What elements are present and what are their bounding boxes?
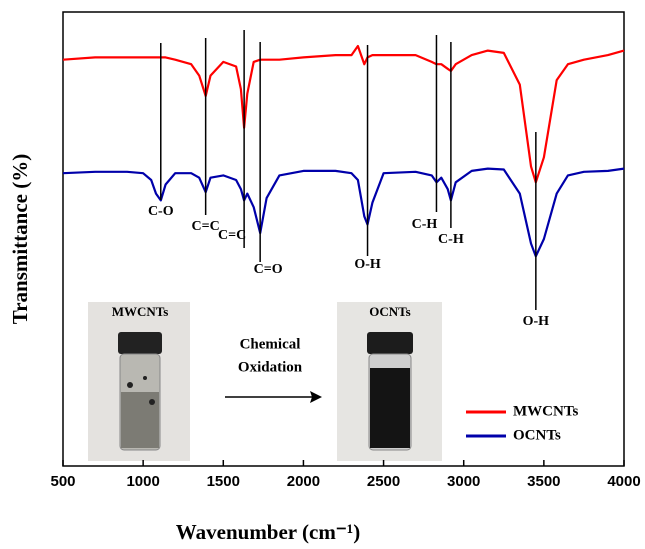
x-tick-label: 2000: [287, 473, 320, 490]
legend-label: MWCNTs: [513, 403, 578, 419]
annotation-label: O-H: [523, 314, 550, 329]
annotation-label: C=C: [192, 219, 220, 234]
photo-mwcnts: [88, 302, 190, 461]
x-tick-label: 1000: [126, 473, 159, 490]
photo-ocnts: [337, 302, 442, 461]
annotation-label: C-H: [438, 232, 464, 247]
x-tick-label: 2500: [367, 473, 400, 490]
legend-label: OCNTs: [513, 427, 561, 443]
inset-label: OCNTs: [369, 304, 410, 319]
x-tick-label: 4000: [607, 473, 640, 490]
arrow-label: Oxidation: [238, 359, 303, 375]
arrow-label: Chemical: [240, 336, 301, 352]
series-line: [62, 167, 625, 258]
annotation-label: C=O: [254, 262, 283, 277]
annotation-label: C=C: [218, 228, 246, 243]
inset-label: MWCNTs: [112, 304, 169, 319]
annotation-label: C-O: [148, 204, 174, 219]
x-tick-label: 1500: [207, 473, 240, 490]
annotation-label: O-H: [354, 257, 381, 272]
x-tick-label: 500: [50, 473, 75, 490]
arrow-head: [310, 391, 322, 403]
series-line: [62, 44, 625, 184]
x-tick-label: 3500: [527, 473, 560, 490]
annotation-label: C-H: [412, 217, 438, 232]
plot-frame: [62, 11, 625, 467]
x-axis-label: Wavenumber (cm⁻¹): [176, 520, 360, 544]
y-axis-label: Transmittance (%): [8, 154, 32, 325]
x-tick-label: 3000: [447, 473, 480, 490]
